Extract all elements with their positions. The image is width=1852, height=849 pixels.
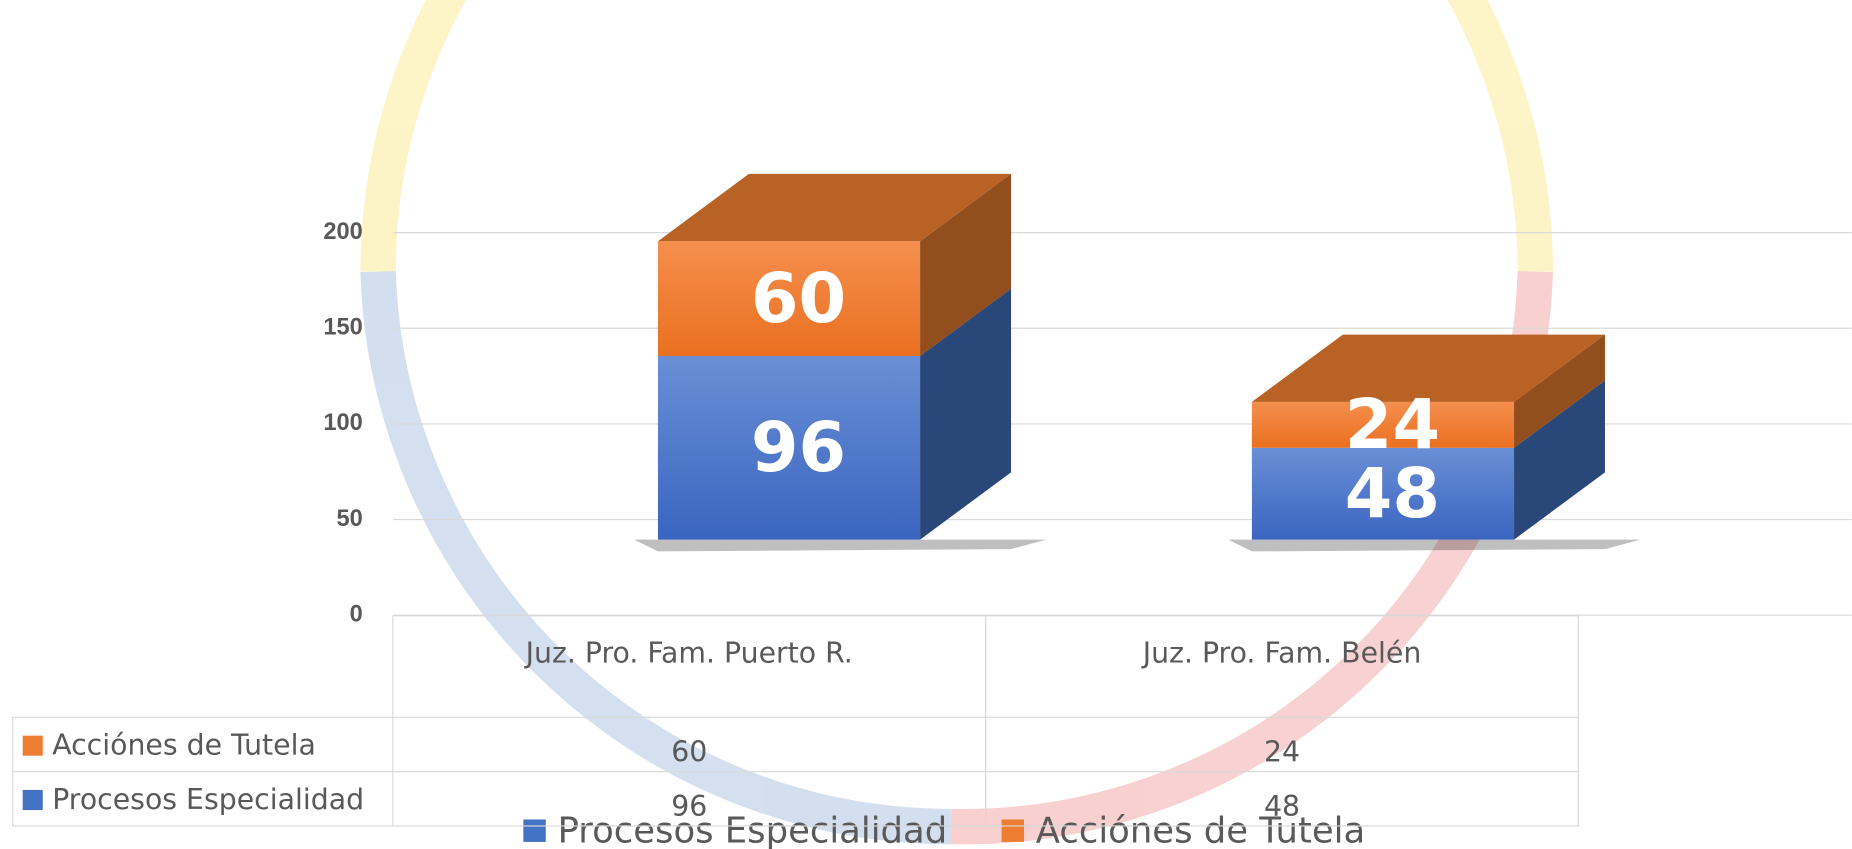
value-label: 60 (751, 259, 846, 339)
value-label: 48 (1345, 454, 1440, 534)
bar-shadow (634, 540, 1046, 552)
bar-shadow (1228, 540, 1640, 552)
page: {"chart_data":{"type":"bar3d_stacked", "… (0, 0, 1852, 849)
swatch (23, 789, 43, 809)
value-label: 24 (1345, 385, 1440, 465)
y-tick-label: 150 (323, 314, 362, 340)
table-value: 60 (393, 717, 986, 771)
header-row: Juz. Pro. Fam. Puerto R.Juz. Pro. Fam. B… (13, 616, 1579, 718)
table: Juz. Pro. Fam. Puerto R.Juz. Pro. Fam. B… (12, 615, 1579, 826)
y-tick-label: 200 (323, 219, 362, 245)
data-table-box: Juz. Pro. Fam. Puerto R.Juz. Pro. Fam. B… (12, 615, 1582, 828)
row-header: Acciónes de Tutela (13, 717, 393, 771)
category-label: Juz. Pro. Fam. Belén (986, 616, 1579, 718)
row-header: Procesos Especialidad (13, 772, 393, 826)
series-name: Acciónes de Tutela (52, 728, 316, 761)
table-value: 96 (393, 772, 986, 826)
swatch (23, 735, 43, 755)
table-value: 48 (986, 772, 1579, 826)
y-tick-label: 50 (336, 506, 362, 532)
y-tick-label: 100 (323, 410, 362, 436)
table-value: 24 (986, 717, 1579, 771)
value-label: 96 (751, 408, 846, 488)
series-name: Procesos Especialidad (52, 782, 364, 815)
data-table: Juz. Pro. Fam. Puerto R.Juz. Pro. Fam. B… (12, 615, 1582, 826)
category-label: Juz. Pro. Fam. Puerto R. (393, 616, 986, 718)
corner (13, 616, 393, 718)
chart: 050100150200 96604824 Procesos Especiali… (0, 0, 1852, 849)
